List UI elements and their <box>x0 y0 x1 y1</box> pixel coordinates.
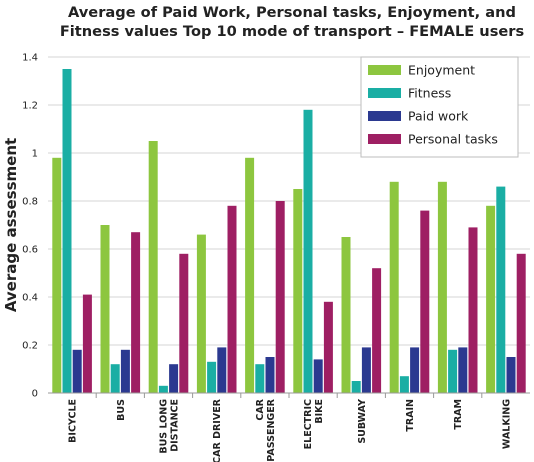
bar-fitness <box>62 69 72 393</box>
bar-enjoyment <box>486 205 496 393</box>
bar-paid-work <box>458 347 468 393</box>
bar-paid-work <box>265 357 275 393</box>
legend-swatch <box>368 88 401 98</box>
category-label: WALKING <box>501 399 512 449</box>
legend-label: Paid work <box>408 109 469 124</box>
bar-enjoyment <box>293 189 303 393</box>
bar-personal-tasks <box>323 301 333 393</box>
category-label: BIKE <box>314 399 325 424</box>
bar-fitness <box>207 361 217 393</box>
category-label: BUS <box>116 399 127 421</box>
legend-swatch <box>368 111 401 121</box>
y-tick-label: 1.4 <box>22 53 38 64</box>
bar-personal-tasks <box>372 268 382 393</box>
bar-fitness <box>255 364 265 393</box>
bar-enjoyment <box>245 157 255 393</box>
bar-series <box>52 69 526 394</box>
bar-fitness <box>303 109 313 394</box>
bar-enjoyment <box>148 141 158 393</box>
legend-swatch <box>368 65 401 75</box>
category-label: CAR DRIVER <box>212 398 223 462</box>
bar-personal-tasks <box>131 232 141 393</box>
bar-paid-work <box>72 349 82 393</box>
bar-enjoyment <box>437 181 447 393</box>
bar-personal-tasks <box>275 201 285 393</box>
category-label: PASSENGER <box>266 398 277 461</box>
category-label: ELECTRIC <box>303 399 314 449</box>
gridlines <box>48 56 530 346</box>
bar-fitness <box>351 381 361 393</box>
bar-paid-work <box>361 347 371 393</box>
bar-personal-tasks <box>82 294 92 393</box>
bar-personal-tasks <box>227 205 237 393</box>
category-label: TRAIN <box>405 399 416 432</box>
category-label: TRAM <box>453 399 464 430</box>
bar-paid-work <box>217 347 227 393</box>
y-tick-label: 0.8 <box>22 197 38 208</box>
bar-fitness <box>496 186 506 393</box>
bar-enjoyment <box>52 157 62 393</box>
category-label: DISTANCE <box>170 399 181 452</box>
y-tick-label: 1 <box>32 149 38 160</box>
bar-paid-work <box>313 359 323 393</box>
bar-fitness <box>158 385 168 393</box>
bar-personal-tasks <box>468 227 478 393</box>
bar-paid-work <box>120 349 130 393</box>
category-label: CAR <box>255 398 266 420</box>
bar-fitness <box>110 364 120 393</box>
legend-swatch <box>368 134 401 144</box>
category-label: SUBWAY <box>357 399 368 444</box>
bar-personal-tasks <box>420 210 430 393</box>
y-tick-label: 0.2 <box>22 341 38 352</box>
bar-fitness <box>448 349 458 393</box>
bar-paid-work <box>506 357 516 393</box>
bar-personal-tasks <box>179 253 189 393</box>
bar-paid-work <box>169 364 179 393</box>
y-tick-label: 1.2 <box>22 101 38 112</box>
category-label: BICYCLE <box>68 399 79 443</box>
legend-label: Enjoyment <box>408 63 475 78</box>
y-axis-ticks: 0 0.2 0.4 0.6 0.8 1 1.2 1.4 <box>22 53 38 400</box>
bar-paid-work <box>410 347 420 393</box>
category-labels: BICYCLE BUS BUS LONG DISTANCE CAR DRIVER CAR P… <box>68 398 513 462</box>
bar-personal-tasks <box>516 253 526 393</box>
bar-fitness <box>399 376 409 393</box>
bar-enjoyment <box>389 181 399 393</box>
category-label: BUS LONG <box>159 399 170 454</box>
legend-label: Fitness <box>408 86 451 101</box>
y-tick-label: 0.6 <box>22 245 38 256</box>
chart-title-line-1: Average of Paid Work, Personal tasks, En… <box>68 4 516 21</box>
bar-enjoyment <box>196 234 206 393</box>
bar-enjoyment <box>341 237 351 393</box>
y-axis-label: Average assessment <box>2 138 20 312</box>
bar-enjoyment <box>100 225 110 393</box>
y-tick-label: 0 <box>32 389 38 400</box>
x-axis-tick-marks <box>95 393 483 398</box>
chart-title-line-2: Fitness values Top 10 mode of transport … <box>60 23 524 40</box>
legend-label: Personal tasks <box>408 132 498 147</box>
y-tick-label: 0.4 <box>22 293 38 304</box>
legend: Enjoyment Fitness Paid work Personal tasks <box>360 56 519 158</box>
